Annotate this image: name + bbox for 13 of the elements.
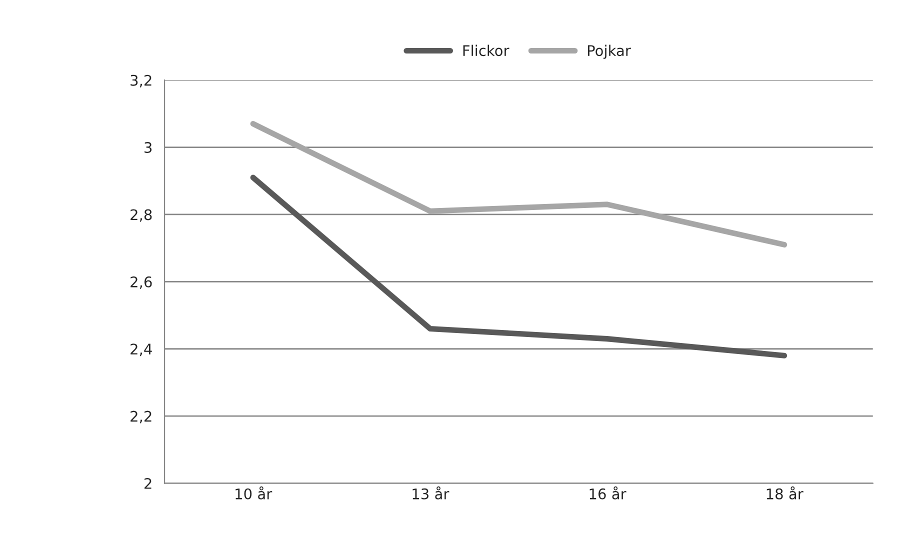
y-tick-label: 3,2	[130, 74, 152, 88]
x-tick-label: 16 år	[590, 486, 626, 500]
legend-label: Pojkar	[588, 44, 631, 59]
x-tick-label: 10 år	[236, 486, 272, 500]
y-tick-label: 2,4	[130, 344, 152, 356]
legend-label: Flickor	[463, 44, 510, 56]
y-tick-label: 3	[144, 142, 152, 154]
x-tick-label: 13 år	[412, 486, 450, 500]
y-tick-label: 2,6	[130, 276, 152, 289]
y-tick-label: 2	[144, 478, 152, 489]
y-tick-label: 2,2	[130, 410, 152, 424]
y-tick-label: 2,8	[130, 209, 152, 222]
x-tick-label: 18 år	[766, 486, 804, 500]
